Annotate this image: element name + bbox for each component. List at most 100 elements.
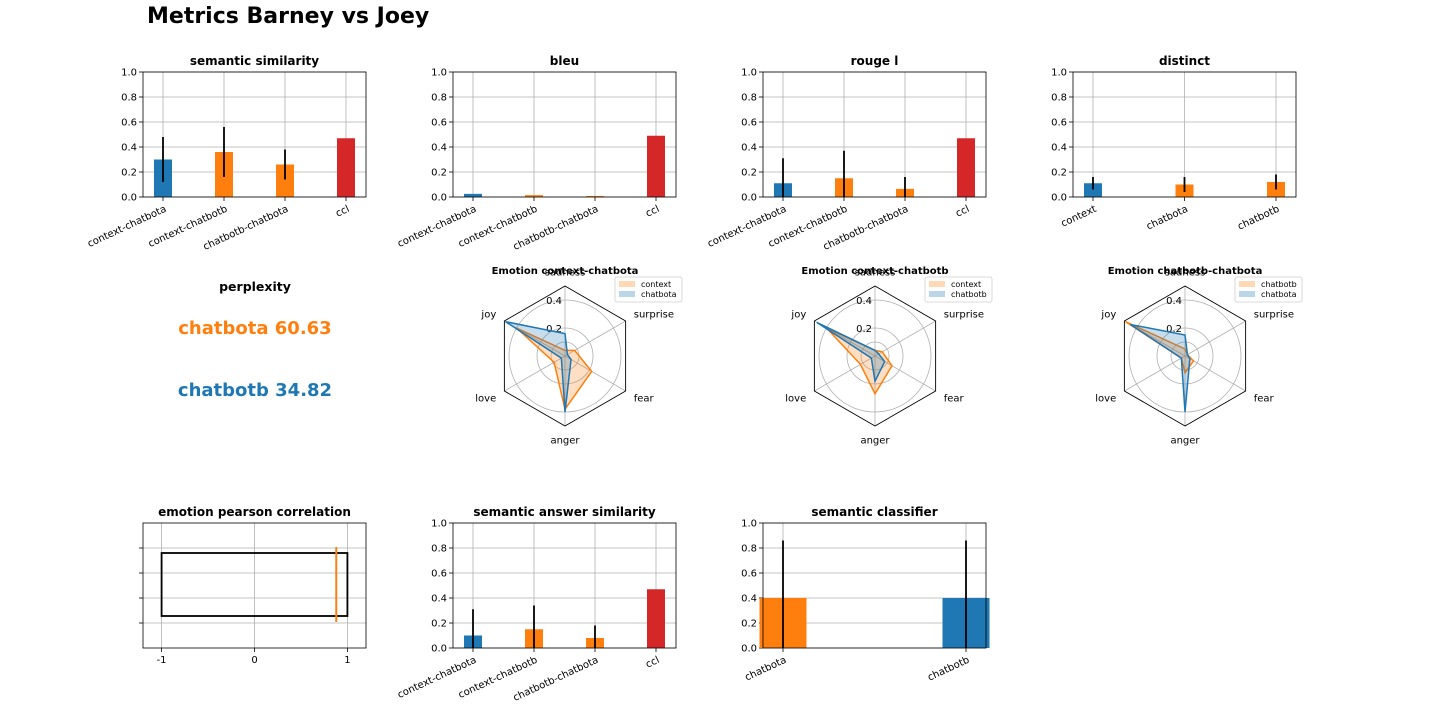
x-tick-label: 1 [344,655,350,666]
chart-title: Emotion chatbotb-chatbota [1108,266,1263,277]
x-tick-label: -1 [157,655,167,666]
radar-tick-label: 0.2 [1166,324,1182,335]
y-tick-label: 0.4 [741,594,757,605]
legend-box [614,276,683,303]
radar-spoke [1184,355,1246,392]
y-tick-label: 0.4 [121,143,137,154]
y-tick-label: 0.8 [741,544,757,555]
radar-tick-label: 0.4 [856,296,872,307]
radar-axis-label: surprise [1254,310,1294,321]
x-tick-label: ccl [644,204,661,220]
legend-box [924,276,993,303]
axes-frame [142,522,367,649]
radar-axis-label: surprise [634,310,674,321]
radar-spoke [1184,320,1246,357]
chart-title: rouge l [851,54,899,68]
figure-title: Metrics Barney vs Joey [147,4,430,29]
radar-axis-label: anger [860,436,890,447]
chart-title: semantic similarity [190,54,319,68]
legend-swatch-chatbotb [1239,281,1255,287]
box-chart-emotion-pearson-correlation: emotion pearson correlation -1 0 1 [139,505,367,666]
radar-axis-label: sadness [855,268,896,279]
axes-frame [762,522,987,649]
y-tick-label: 0.0 [1051,193,1067,204]
radar-axis-label: joy [790,310,806,321]
perplexity-value: chatbota 60.63 [178,318,331,339]
perplexity-panel: perplexity chatbota 60.63 chatbotb 34.82 [178,279,332,401]
bar-ccl [337,138,355,197]
y-tick-label: 0.2 [431,168,447,179]
radar-frame [813,285,937,427]
x-tick-label: chatbota [1145,204,1190,233]
bar-chart-rouge-l: rouge l0.00.20.40.60.81.0context-chatbot… [706,54,987,253]
chart-title: bleu [550,54,579,68]
y-tick-label: 0.6 [741,569,757,580]
axes-frame [452,71,677,198]
bar-chart-bleu: bleu0.00.20.40.60.81.0context-chatbotaco… [396,54,677,253]
bar-ccl [647,589,665,648]
radar-spoke [1124,355,1186,392]
y-tick-label: 0.8 [1051,93,1067,104]
y-tick-label: 0.2 [741,168,757,179]
radar-axis-label: joy [480,310,496,321]
radar-axis-label: anger [550,436,580,447]
radar-axis-label: love [785,394,806,405]
radar-tick-label: 0.4 [1166,296,1182,307]
x-tick-label: 0 [251,655,257,666]
bar-ccl [957,138,975,197]
radar-spoke [504,355,566,392]
axes-frame [452,522,677,649]
radar-axis-label: fear [634,394,655,405]
bar-chart-distinct: distinct 0.0 0.2 0.4 0.6 0.8 1.0 context chatbot… [1051,54,1297,233]
x-tick-label: context [1059,204,1098,230]
y-tick-label: 0.6 [431,118,447,129]
radar-frame [1123,285,1247,427]
bar-context-chatbotb [525,195,543,197]
y-tick-label: 0.0 [741,193,757,204]
radar-chart-emotion-context-chatbotb: Emotion context-chatbotb 0.2 0.4 sadness sur… [785,266,993,447]
radar-tick-label: 0.4 [546,296,562,307]
radar-series-chatbota [1130,323,1191,413]
correlation-box [160,552,349,617]
y-tick-label: 0.8 [121,93,137,104]
y-tick-label: 1.0 [1051,68,1067,79]
radar-spoke [874,320,936,357]
y-tick-label: 0.4 [431,594,447,605]
radar-axis-label: love [475,394,496,405]
y-tick-label: 1.0 [431,68,447,79]
y-tick-label: 0.8 [741,93,757,104]
y-tick-label: 0.0 [741,644,757,655]
radar-spoke [564,355,626,392]
radar-axis-label: joy [1100,310,1116,321]
chart-title: distinct [1159,54,1210,68]
radar-axis-label: anger [1170,436,1200,447]
radar-spoke [814,355,876,392]
y-tick-label: 0.4 [741,143,757,154]
y-tick-label: 0.0 [431,644,447,655]
bar-chart-semantic-similarity: semantic similarity0.00.20.40.60.81.0con… [86,54,367,253]
y-tick-label: 0.2 [431,619,447,630]
bar-chart-semantic-classifier: semantic classifier 0.0 0.2 0.4 0.6 0.8 1.0 cha… [741,505,990,684]
radar-axis-label: fear [1254,394,1275,405]
legend-label-context: context [641,280,671,289]
radar-axis-label: fear [944,394,965,405]
radar-series-chatbotb [816,321,886,384]
legend-swatch-chatbotb [929,291,945,297]
y-tick-label: 0.6 [1051,118,1067,129]
legend-swatch-chatbota [619,291,635,297]
bar-context-chatbota [464,193,482,197]
chart-title: emotion pearson correlation [158,505,351,519]
y-tick-label: 0.2 [121,168,137,179]
bar-ccl [647,135,665,197]
chart-title: Emotion context-chatbotb [801,266,948,277]
radar-chart-emotion-chatbotb-chatbota: Emotion chatbotb-chatbota 0.2 0.4 sadness su… [1095,266,1303,447]
perplexity-title: perplexity [219,279,291,294]
y-tick-label: 0.8 [431,544,447,555]
y-tick-label: 0.4 [431,143,447,154]
radar-series-chatbota [505,320,572,413]
radar-tick-label: 0.2 [546,324,562,335]
y-tick-label: 0.0 [121,193,137,204]
legend-label-chatbotb: chatbotb [951,290,987,299]
legend-swatch-chatbota [1239,291,1255,297]
y-tick-label: 0.8 [431,93,447,104]
